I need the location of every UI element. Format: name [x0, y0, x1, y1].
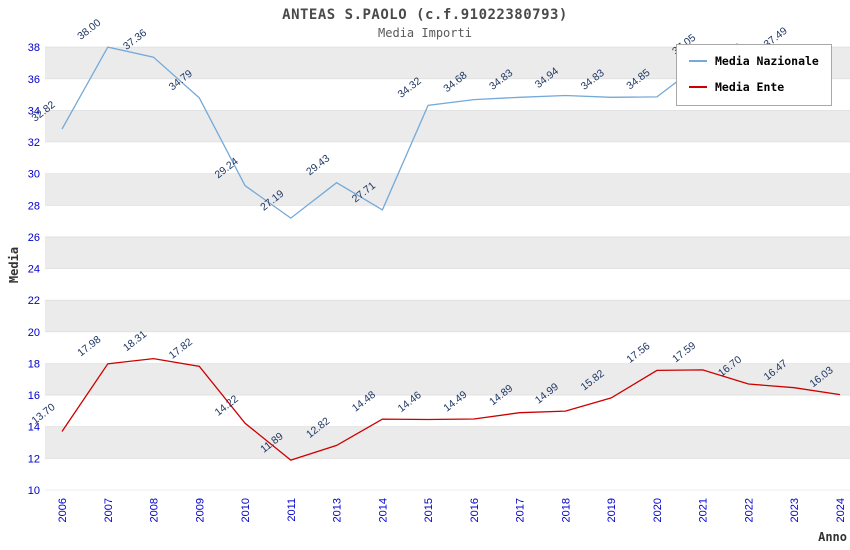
- y-tick-label: 10: [28, 485, 40, 497]
- x-tick-label: 2016: [469, 498, 481, 522]
- y-tick-label: 20: [28, 327, 40, 339]
- plot-band: [45, 426, 850, 459]
- series-line-0: [61, 46, 795, 219]
- x-tick-label: 2013: [332, 498, 344, 522]
- data-label: 17.98: [75, 333, 103, 359]
- plot-band: [45, 110, 850, 143]
- x-tick-label: 2022: [744, 498, 756, 522]
- legend-label-ente: Media Ente: [715, 80, 785, 94]
- x-tick-label: 2015: [423, 498, 435, 522]
- plot-band: [45, 300, 850, 332]
- y-tick-label: 30: [28, 169, 40, 181]
- y-tick-label: 36: [28, 74, 40, 86]
- x-tick-label: 2019: [606, 498, 618, 522]
- y-tick-label: 32: [28, 137, 40, 149]
- x-tick-label: 2006: [57, 498, 69, 522]
- chart-title: ANTEAS S.PAOLO (c.f.91022380793): [282, 7, 568, 23]
- y-axis-title: Media: [7, 246, 21, 284]
- y-tick-label: 12: [28, 453, 40, 465]
- legend-item-media-nazionale: Media Nazionale: [689, 54, 819, 68]
- y-tick-label: 14: [28, 422, 40, 434]
- x-axis-title: Anno: [818, 530, 847, 544]
- data-label: 13.70: [29, 401, 57, 427]
- series-line-1: [61, 357, 841, 461]
- x-tick-label: 2023: [789, 498, 801, 522]
- x-tick-label: 2014: [377, 498, 389, 522]
- plot-band: [45, 363, 850, 396]
- x-tick-label: 2024: [835, 498, 847, 522]
- data-label: 17.82: [167, 336, 195, 362]
- data-label: 14.22: [213, 393, 241, 419]
- legend: Media Nazionale Media Ente: [676, 44, 832, 106]
- x-tick-label: 2021: [698, 498, 710, 522]
- x-tick-label: 2011: [286, 498, 298, 522]
- legend-item-media-ente: Media Ente: [689, 80, 819, 94]
- x-tick-label: 2020: [652, 498, 664, 522]
- y-tick-label: 28: [28, 200, 40, 212]
- data-label: 17.56: [624, 340, 652, 366]
- x-tick-label: 2007: [103, 498, 115, 522]
- y-tick-label: 18: [28, 359, 40, 371]
- data-label: 17.59: [670, 340, 698, 366]
- plot-band: [45, 236, 850, 269]
- x-tick-label: 2008: [149, 498, 161, 522]
- y-tick-label: 34: [28, 105, 40, 117]
- x-tick-label: 2009: [194, 498, 206, 522]
- legend-label-nazionale: Media Nazionale: [715, 54, 819, 68]
- x-tick-label: 2010: [240, 498, 252, 522]
- chart-subtitle: Media Importi: [378, 26, 472, 40]
- plot-band: [45, 173, 850, 206]
- y-tick-label: 24: [28, 264, 40, 276]
- y-tick-label: 22: [28, 295, 40, 307]
- x-tick-label: 2017: [515, 498, 527, 522]
- y-tick-label: 26: [28, 232, 40, 244]
- y-tick-label: 16: [28, 390, 40, 402]
- line-swatch-nazionale-icon: [689, 60, 707, 62]
- line-swatch-ente-icon: [689, 86, 707, 88]
- y-tick-label: 38: [28, 42, 40, 54]
- x-tick-label: 2018: [560, 498, 572, 522]
